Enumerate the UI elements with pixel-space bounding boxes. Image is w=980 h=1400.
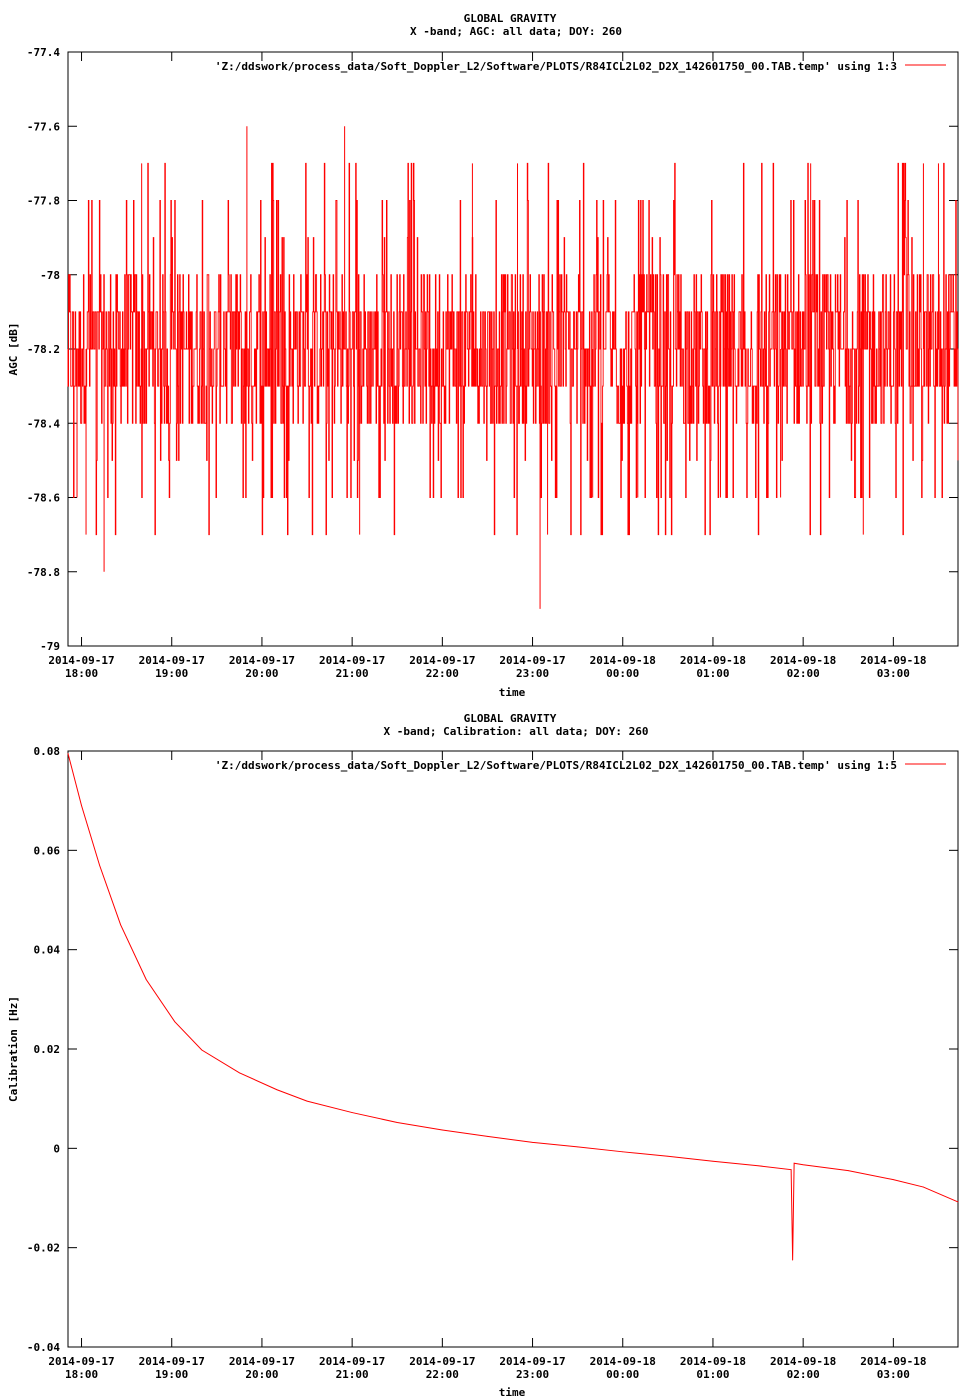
data-point bbox=[99, 864, 100, 866]
x-tick-time: 00:00 bbox=[606, 667, 639, 680]
data-point bbox=[396, 1122, 398, 1123]
x-axis-label: time bbox=[499, 686, 526, 699]
x-tick-time: 02:00 bbox=[787, 667, 820, 680]
x-tick-date: 2014-09-17 bbox=[229, 654, 295, 667]
x-tick-time: 21:00 bbox=[336, 667, 369, 680]
x-tick-time: 20:00 bbox=[245, 1368, 278, 1381]
x-tick-time: 22:00 bbox=[426, 1368, 459, 1381]
data-point bbox=[120, 924, 122, 926]
y-tick-label: -78.6 bbox=[27, 492, 60, 505]
data-point bbox=[351, 1112, 353, 1113]
y-tick-label: -78.2 bbox=[27, 343, 60, 356]
chart-title: GLOBAL GRAVITY bbox=[464, 712, 557, 725]
data-point bbox=[67, 753, 69, 754]
data-point bbox=[577, 1146, 579, 1148]
x-tick-date: 2014-09-18 bbox=[770, 1355, 836, 1368]
chart-title: GLOBAL GRAVITY bbox=[464, 12, 557, 25]
x-tick-date: 2014-09-17 bbox=[409, 654, 475, 667]
x-tick-date: 2014-09-18 bbox=[680, 1355, 746, 1368]
x-tick-time: 02:00 bbox=[787, 1368, 820, 1381]
x-tick-date: 2014-09-17 bbox=[319, 1355, 385, 1368]
x-tick-time: 21:00 bbox=[336, 1368, 369, 1381]
data-point bbox=[622, 1151, 624, 1153]
y-tick-label: -79 bbox=[40, 640, 60, 653]
x-tick-date: 2014-09-17 bbox=[139, 654, 205, 667]
y-tick-label: -78.4 bbox=[27, 417, 60, 430]
y-tick-label: -0.04 bbox=[27, 1341, 60, 1354]
data-point bbox=[441, 1129, 443, 1131]
data-point bbox=[790, 1169, 792, 1171]
data-point bbox=[81, 805, 82, 807]
series-line bbox=[67, 162, 959, 536]
y-tick-label: -77.8 bbox=[27, 195, 60, 208]
series-line bbox=[67, 753, 959, 1261]
y-axis-label: Calibration [Hz] bbox=[7, 996, 20, 1102]
data-point bbox=[174, 1021, 176, 1023]
x-tick-date: 2014-09-18 bbox=[680, 654, 746, 667]
x-tick-date: 2014-09-18 bbox=[590, 1355, 656, 1368]
y-tick-label: -0.02 bbox=[27, 1242, 60, 1255]
y-axis-label: AGC [dB] bbox=[7, 323, 20, 376]
x-tick-time: 01:00 bbox=[696, 667, 729, 680]
data-point bbox=[957, 1201, 959, 1203]
y-tick-label: -77.4 bbox=[27, 46, 60, 59]
x-tick-time: 03:00 bbox=[877, 667, 910, 680]
y-tick-label: 0.04 bbox=[34, 944, 61, 957]
x-tick-time: 01:00 bbox=[696, 1368, 729, 1381]
y-tick-label: 0.02 bbox=[34, 1043, 61, 1056]
x-tick-date: 2014-09-17 bbox=[319, 654, 385, 667]
x-tick-time: 19:00 bbox=[155, 667, 188, 680]
x-tick-date: 2014-09-17 bbox=[409, 1355, 475, 1368]
data-point bbox=[201, 1049, 203, 1051]
x-tick-time: 18:00 bbox=[65, 1368, 98, 1381]
data-point bbox=[923, 1186, 924, 1188]
x-tick-time: 00:00 bbox=[606, 1368, 639, 1381]
legend-label: 'Z:/ddswork/process_data/Soft_Doppler_L2… bbox=[215, 60, 897, 73]
x-tick-time: 23:00 bbox=[516, 1368, 549, 1381]
data-point bbox=[757, 1165, 759, 1167]
x-tick-date: 2014-09-17 bbox=[48, 1355, 114, 1368]
data-point bbox=[276, 1089, 278, 1091]
x-tick-date: 2014-09-17 bbox=[48, 654, 114, 667]
data-point bbox=[487, 1136, 488, 1137]
x-axis-label: time bbox=[499, 1386, 526, 1399]
data-point bbox=[792, 1259, 794, 1261]
data-point bbox=[145, 979, 147, 980]
x-tick-time: 22:00 bbox=[426, 667, 459, 680]
x-tick-date: 2014-09-17 bbox=[499, 1355, 565, 1368]
x-tick-date: 2014-09-17 bbox=[499, 654, 565, 667]
x-tick-date: 2014-09-18 bbox=[860, 1355, 926, 1368]
data-point bbox=[847, 1170, 849, 1172]
data-point bbox=[306, 1100, 308, 1102]
x-tick-time: 03:00 bbox=[877, 1368, 910, 1381]
data-point bbox=[238, 1072, 240, 1074]
data-point bbox=[802, 1164, 804, 1166]
y-tick-label: -78 bbox=[40, 269, 60, 282]
x-tick-time: 19:00 bbox=[155, 1368, 188, 1381]
x-tick-date: 2014-09-18 bbox=[860, 654, 926, 667]
y-tick-label: 0 bbox=[53, 1142, 60, 1155]
x-tick-date: 2014-09-17 bbox=[229, 1355, 295, 1368]
data-point bbox=[892, 1179, 894, 1181]
x-tick-time: 23:00 bbox=[516, 667, 549, 680]
data-point bbox=[532, 1141, 533, 1143]
data-point bbox=[793, 1162, 795, 1164]
data-point bbox=[712, 1160, 714, 1162]
chart-subtitle: X -band; Calibration: all data; DOY: 260 bbox=[384, 725, 649, 738]
x-tick-date: 2014-09-18 bbox=[770, 654, 836, 667]
x-tick-date: 2014-09-17 bbox=[139, 1355, 205, 1368]
legend-label: 'Z:/ddswork/process_data/Soft_Doppler_L2… bbox=[215, 759, 897, 772]
data-point bbox=[667, 1155, 669, 1157]
chart-subtitle: X -band; AGC: all data; DOY: 260 bbox=[410, 25, 622, 38]
x-tick-time: 18:00 bbox=[65, 667, 98, 680]
y-tick-label: 0.08 bbox=[34, 745, 61, 758]
y-tick-label: -78.8 bbox=[27, 566, 60, 579]
x-tick-date: 2014-09-18 bbox=[590, 654, 656, 667]
x-tick-time: 20:00 bbox=[245, 667, 278, 680]
y-tick-label: 0.06 bbox=[34, 844, 61, 857]
y-tick-label: -77.6 bbox=[27, 120, 60, 133]
